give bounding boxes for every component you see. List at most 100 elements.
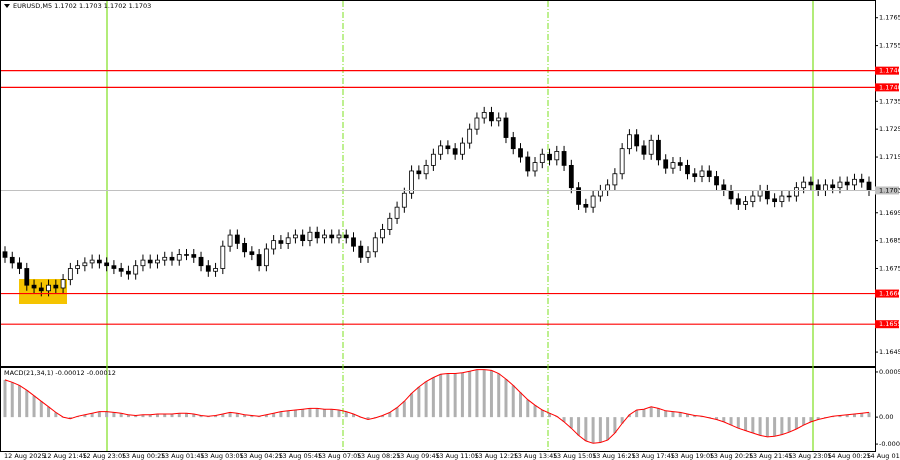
candle-body <box>852 178 857 186</box>
macd-bar <box>141 414 145 418</box>
macd-bar <box>809 417 813 422</box>
candle-body <box>844 181 850 186</box>
current-price-label: 1.1703 <box>879 186 900 194</box>
macd-bar <box>410 393 414 418</box>
macd-bar <box>243 414 247 418</box>
candle-body <box>104 262 110 267</box>
candle-body <box>67 268 73 281</box>
macd-bar <box>47 406 51 418</box>
candle-body <box>714 176 719 186</box>
macd-bar <box>381 415 385 418</box>
candle-body <box>554 151 560 161</box>
macd-bar <box>301 409 305 418</box>
macd-bar <box>656 408 660 418</box>
macd-bar <box>722 417 726 422</box>
menu-icon <box>4 4 10 8</box>
candle-body <box>634 134 640 147</box>
candle-body <box>619 148 625 175</box>
candle-body <box>133 265 139 275</box>
x-tick-label: 12 Aug 2025 <box>4 452 46 460</box>
candle-body <box>518 148 523 158</box>
macd-bar <box>758 417 762 436</box>
y-tick-label: 1.1765 <box>879 14 900 22</box>
macd-bar <box>678 412 682 418</box>
macd-bar <box>787 417 791 433</box>
macd-bar <box>635 410 639 418</box>
macd-bar <box>293 410 297 418</box>
candle-body <box>278 240 284 244</box>
macd-bar <box>228 412 232 418</box>
macd-bar <box>32 395 36 418</box>
candle-body <box>677 162 683 166</box>
candle-body <box>532 162 538 172</box>
macd-bar <box>170 413 174 418</box>
macd-bar <box>729 417 733 426</box>
macd-bar <box>744 417 748 431</box>
macd-bar <box>97 411 101 418</box>
x-tick-label: 12 Aug 21:45 <box>43 452 87 460</box>
macd-bar <box>518 392 522 418</box>
macd-bar <box>395 407 399 418</box>
macd-bar <box>112 412 116 418</box>
candle-body <box>271 240 277 250</box>
candle-body <box>866 181 872 191</box>
x-tick-label: 13 Aug 09:45 <box>396 452 440 460</box>
candle-body <box>372 237 378 253</box>
macd-title: MACD(21,34,1) -0.00012 -0.00012 <box>4 369 116 377</box>
price-panel <box>0 0 876 367</box>
macd-bar <box>671 411 675 418</box>
candle-body <box>53 284 59 289</box>
macd-bar <box>562 417 566 422</box>
x-tick-label: 13 Aug 00:25 <box>122 452 166 460</box>
candle-body <box>663 159 669 169</box>
macd-bar <box>388 412 392 418</box>
y-tick-label: 1.1755 <box>879 42 900 50</box>
candle-body <box>256 254 262 267</box>
macd-bar <box>548 413 552 418</box>
x-tick-label: 13 Aug 04:25 <box>239 452 283 460</box>
candle-body <box>285 237 291 244</box>
candle-body <box>438 145 444 155</box>
candle-body <box>155 259 160 264</box>
y-tick-label: 1.1675 <box>879 264 900 272</box>
macd-bar <box>584 417 588 441</box>
candle-body <box>750 195 756 203</box>
macd-bar <box>83 414 87 418</box>
candle-body <box>31 284 37 289</box>
level-label: 1.1655 <box>879 320 900 328</box>
macd-bar <box>446 373 450 418</box>
candle-body <box>561 151 567 166</box>
candle-body <box>547 153 552 161</box>
candle-body <box>605 184 611 191</box>
y-tick-label: 1.1715 <box>879 153 900 161</box>
candle-body <box>365 251 371 258</box>
macd-bar <box>664 410 668 418</box>
candle-body <box>96 259 102 264</box>
x-tick-label: 13 Aug 16:25 <box>592 452 636 460</box>
x-tick-label: 13 Aug 19:05 <box>670 452 714 460</box>
candle-body <box>358 245 364 258</box>
macd-bar <box>852 413 856 418</box>
candle-body <box>503 117 509 138</box>
macd-bar <box>366 417 370 420</box>
candle-body <box>343 234 349 239</box>
candle-body <box>859 178 865 183</box>
macd-bar <box>3 379 7 418</box>
candle-body <box>387 217 393 230</box>
candle-body <box>728 190 734 200</box>
macd-bar <box>199 415 203 418</box>
candle-body <box>699 170 705 177</box>
candle-body <box>24 268 30 286</box>
current-price-box <box>875 186 899 195</box>
macd-bar <box>39 401 43 418</box>
y-tick-label: 1.1645 <box>879 348 900 356</box>
session-lines <box>106 1 814 451</box>
x-tick-label: 13 Aug 20:25 <box>710 452 754 460</box>
candle-body <box>467 128 473 144</box>
candle-body <box>126 270 131 275</box>
macd-bar <box>177 413 181 418</box>
macd-bar <box>468 371 472 418</box>
macd-bar <box>482 369 486 418</box>
